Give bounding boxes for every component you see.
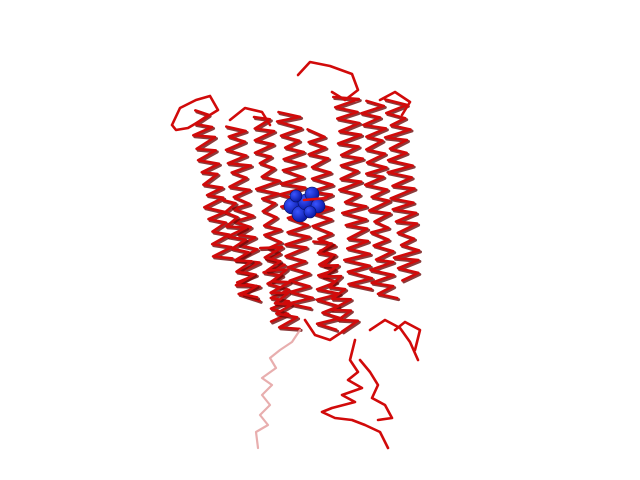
n-terminal-tail	[254, 328, 302, 450]
loop-3	[228, 106, 272, 127]
helix-3	[252, 115, 291, 323]
helix-8	[383, 98, 421, 282]
helix-10	[258, 245, 301, 331]
loop-7	[393, 320, 422, 352]
helix-shadow	[385, 99, 422, 284]
ligand-bond	[302, 196, 328, 202]
loop-5	[303, 318, 347, 342]
loop-2	[296, 60, 360, 102]
protein-backbone-trace	[170, 60, 422, 450]
helix-9	[312, 240, 360, 333]
loop-1	[170, 94, 220, 132]
c-terminal-chain	[320, 338, 390, 450]
loop-6	[368, 318, 420, 362]
ligand-atom	[303, 205, 317, 219]
helix-6	[331, 95, 374, 291]
ligand-spacefill	[283, 186, 328, 223]
ligand-atom	[304, 186, 320, 202]
ligand-atom	[289, 189, 303, 203]
c-terminal-loop	[358, 358, 394, 422]
helix-7	[359, 99, 399, 300]
helix-5	[306, 128, 342, 332]
helix-11	[221, 198, 259, 299]
loop-4	[378, 90, 412, 117]
helix-1	[192, 109, 234, 260]
